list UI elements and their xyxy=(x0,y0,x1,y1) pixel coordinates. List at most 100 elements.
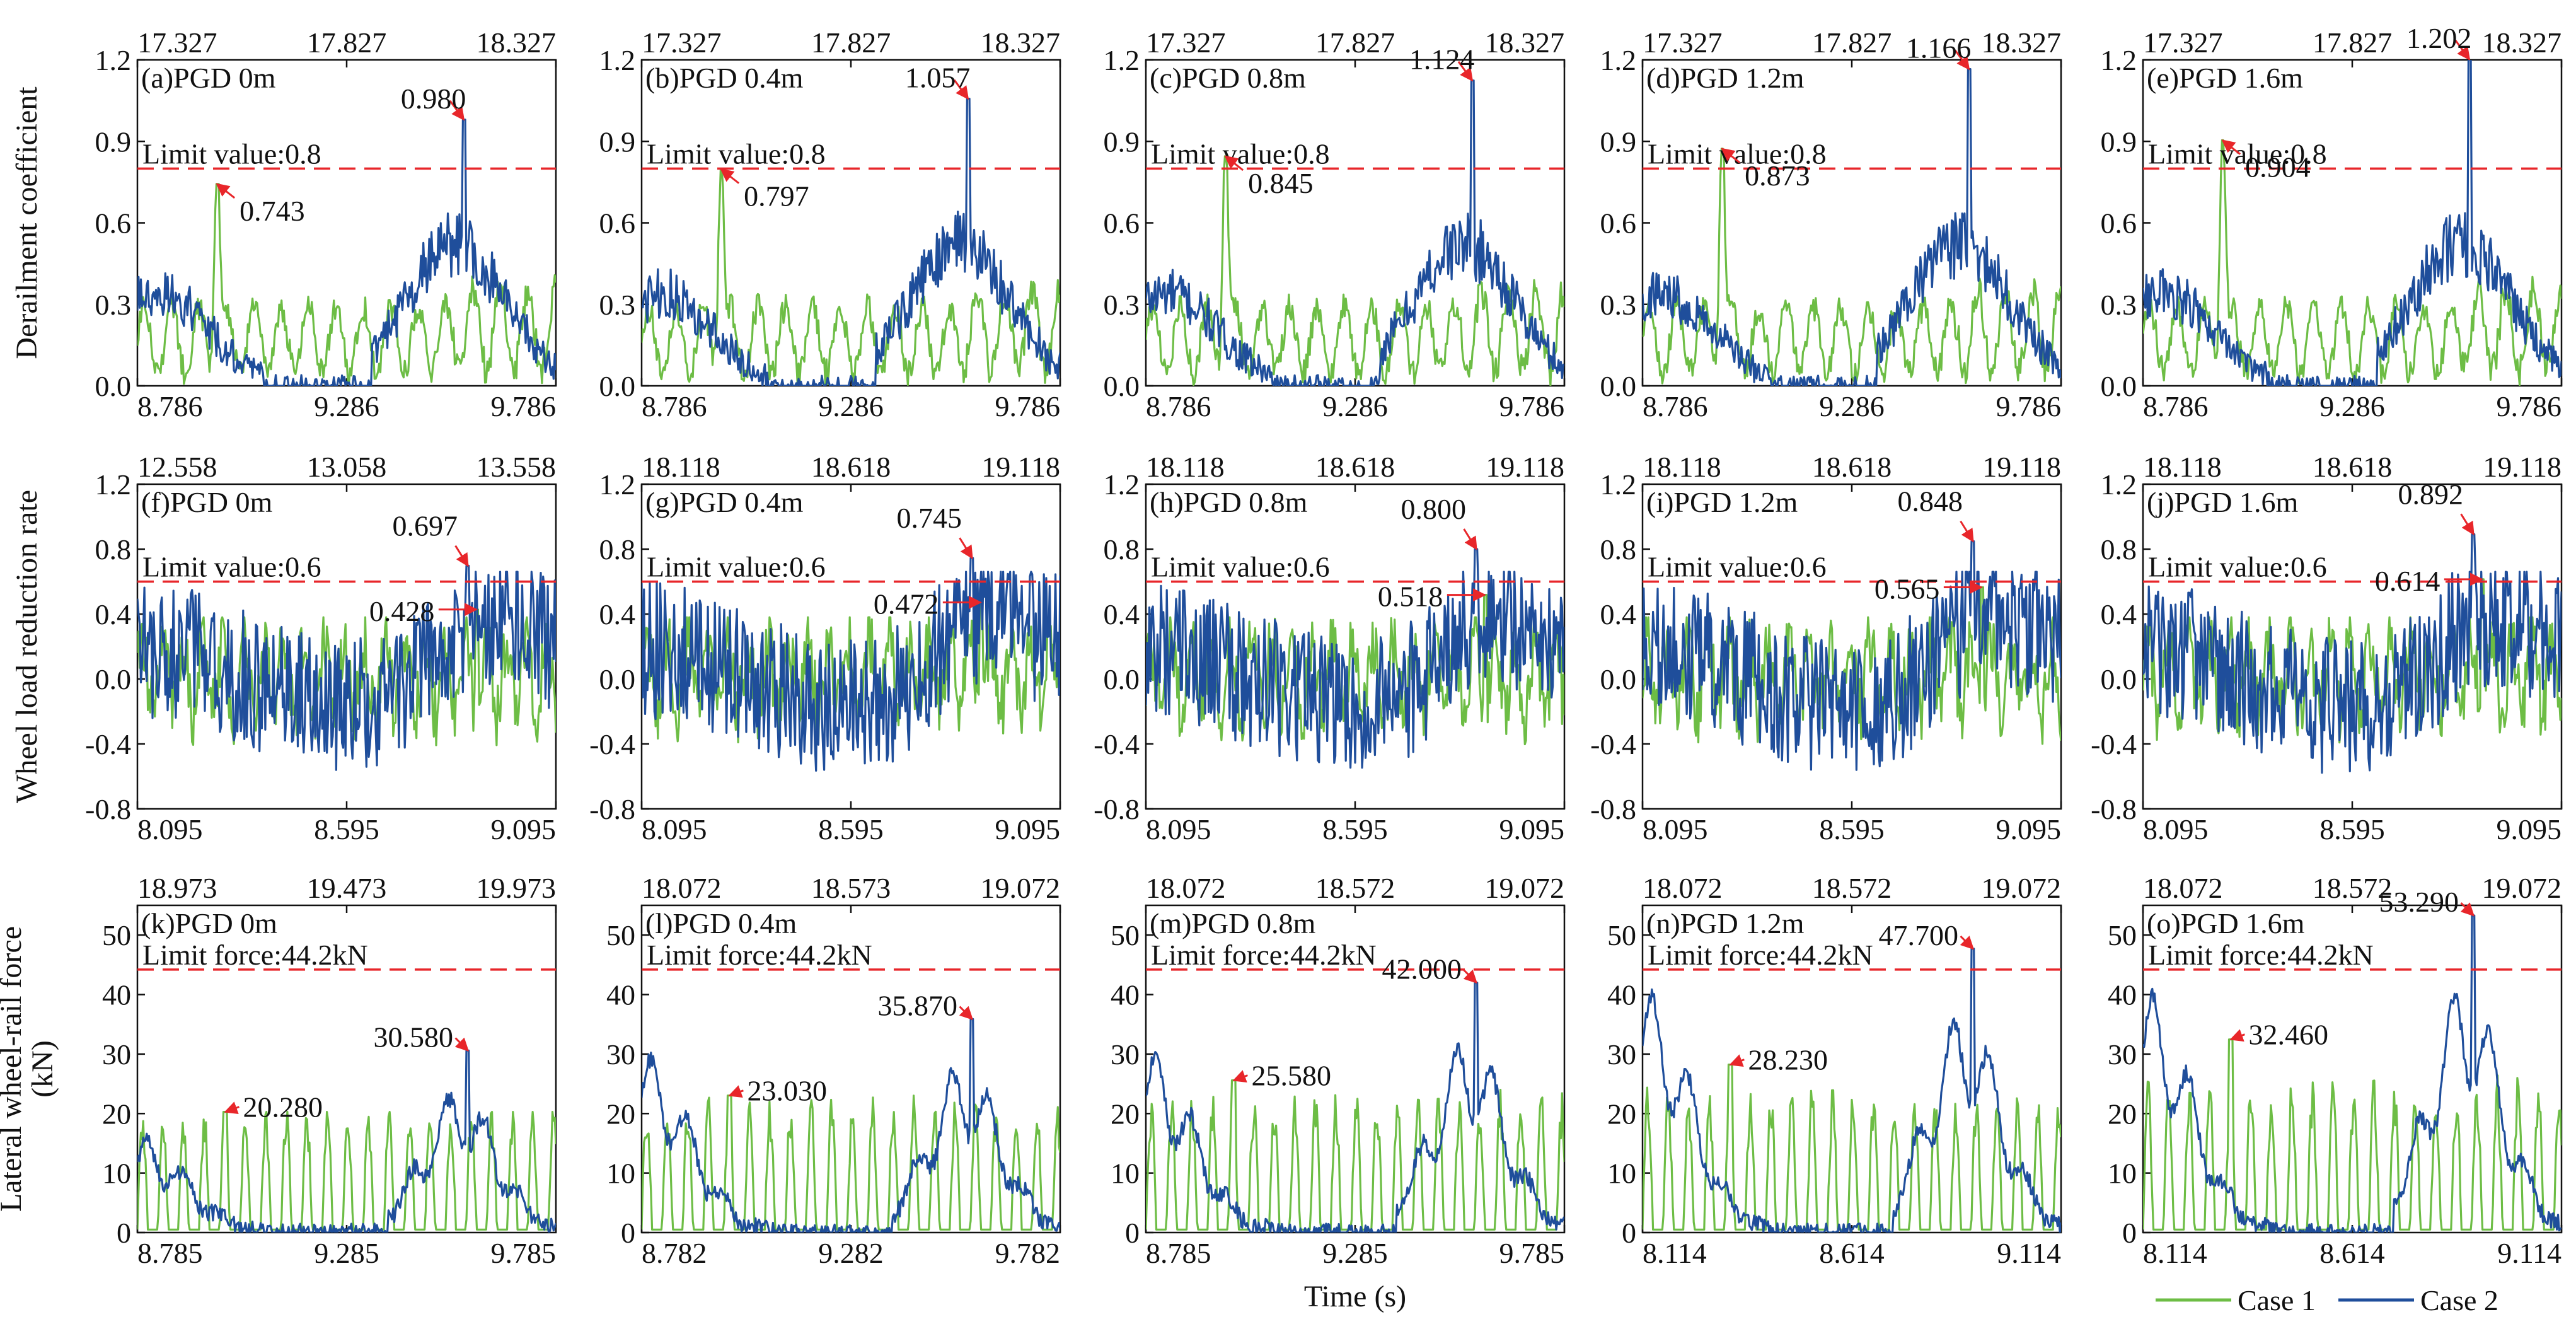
x-tick-label: 9.786 xyxy=(995,390,1061,422)
top-x-tick-label: 17.327 xyxy=(642,26,722,59)
panel-h: -0.8 -0.4 0.0 0.4 0.8 1.2 8.095 18.118 8.595 18.6… xyxy=(1094,451,1566,845)
y-axis-label-row-2: Wheel load reduction rate xyxy=(10,490,43,803)
x-tick-label: 8.114 xyxy=(2143,1237,2207,1269)
y-tick-label: 50 xyxy=(1607,919,1636,951)
peak-arrow-case2 xyxy=(449,100,465,121)
top-x-tick-label: 12.558 xyxy=(137,451,217,483)
y-tick-label: 0.4 xyxy=(95,598,132,630)
y-tick-label: 10 xyxy=(2108,1158,2137,1190)
panel-i: -0.8 -0.4 0.0 0.4 0.8 1.2 8.095 18.118 8.595 18.6… xyxy=(1590,451,2062,845)
y-tick-label: 20 xyxy=(102,1098,131,1130)
y-tick-label: 1.2 xyxy=(95,468,132,501)
peak-label-case2: 0.745 xyxy=(897,502,962,534)
peak-label-case2: 1.124 xyxy=(1409,44,1475,76)
series-case1-line xyxy=(2143,1038,2562,1231)
peak-arrow-case2 xyxy=(454,1037,470,1052)
y-tick-label: 50 xyxy=(606,919,635,951)
y-tick-label: 0.0 xyxy=(1600,370,1637,402)
y-tick-label: 0.9 xyxy=(1600,125,1637,158)
y-tick-label: 0.6 xyxy=(1104,207,1140,240)
x-tick-label: 8.595 xyxy=(1819,813,1885,845)
panel-e: 0.0 0.3 0.6 0.9 1.2 8.786 17.327 9.286 17.827 9.7… xyxy=(2101,22,2563,422)
x-tick-label: 8.786 xyxy=(1146,390,1211,422)
y-axis-label-row-1: Derailment coefficient xyxy=(10,86,43,359)
top-x-tick-label: 18.072 xyxy=(642,872,722,904)
x-tick-label: 8.595 xyxy=(1322,813,1388,845)
panel-title: (e)PGD 1.6m xyxy=(2147,62,2303,94)
y-tick-label: 0.0 xyxy=(1600,663,1637,695)
legend-label-2: Case 2 xyxy=(2420,1284,2498,1316)
x-tick-label: 8.785 xyxy=(1146,1237,1211,1269)
y-tick-label: 30 xyxy=(2108,1038,2137,1071)
peak-label-case2: 30.580 xyxy=(374,1021,454,1053)
limit-label: Limit value:0.8 xyxy=(142,137,321,170)
limit-label: Limit value:0.8 xyxy=(2148,137,2327,170)
y-tick-label: 0.0 xyxy=(1104,370,1140,402)
y-tick-label: -0.4 xyxy=(1094,728,1140,760)
peak-label-case1: 23.030 xyxy=(747,1075,827,1107)
x-tick-label: 9.285 xyxy=(314,1237,379,1269)
peak-arrow-case2 xyxy=(1457,61,1474,82)
panel-n: 0 10 20 30 40 50 8.114 18.072 8.614 18.572 9.114 19… xyxy=(1607,872,2062,1269)
x-tick-label: 9.286 xyxy=(314,390,379,422)
peak-label-case2: 35.870 xyxy=(878,990,958,1022)
peak-arrow-case2 xyxy=(1463,528,1477,550)
series-case2-line xyxy=(1643,68,2061,386)
peak-arrow-case2 xyxy=(959,537,973,559)
y-tick-label: 0.6 xyxy=(2101,207,2137,240)
panel-a: 0.0 0.3 0.6 0.9 1.2 8.786 17.327 9.286 17.827 9.7… xyxy=(95,26,557,422)
y-tick-label: 0 xyxy=(117,1217,131,1249)
peak-arrow-case2 xyxy=(953,79,969,100)
panel-b: 0.0 0.3 0.6 0.9 1.2 8.786 17.327 9.286 17.827 9.7… xyxy=(599,26,1061,422)
y-tick-label: 0.6 xyxy=(1600,207,1637,240)
series-case2-line xyxy=(2143,914,2562,1233)
panel-l: 0 10 20 30 40 50 8.782 18.072 9.282 18.573 9.782 19… xyxy=(606,872,1061,1269)
top-x-tick-label: 18.118 xyxy=(2143,451,2222,483)
peak-label-case1: 0.472 xyxy=(874,588,939,620)
peak-label-case2: 0.892 xyxy=(2398,478,2464,510)
y-tick-label: 30 xyxy=(1607,1038,1636,1071)
peak-arrow-case2 xyxy=(1954,49,1970,71)
panel-o: 0 10 20 30 40 50 8.114 18.072 8.614 18.572 9.114 19… xyxy=(2108,872,2563,1269)
x-tick-label: 9.095 xyxy=(491,813,557,845)
top-x-tick-label: 19.118 xyxy=(1982,451,2061,483)
series-case2-line xyxy=(1146,548,1564,769)
series-case1-line xyxy=(2143,139,2562,386)
y-tick-label: 0.0 xyxy=(599,663,636,695)
top-x-tick-label: 18.072 xyxy=(2143,872,2223,904)
peak-arrow-case2 xyxy=(454,545,469,567)
peak-label-case1: 32.460 xyxy=(2248,1019,2328,1051)
y-tick-label: 0.0 xyxy=(599,370,636,402)
panel-j: -0.8 -0.4 0.0 0.4 0.8 1.2 8.095 18.118 8.595 18.6… xyxy=(2091,451,2563,845)
top-x-tick-label: 18.327 xyxy=(981,26,1061,59)
peak-label-case1: 0.518 xyxy=(1378,581,1443,613)
limit-label: Limit value:0.6 xyxy=(2148,551,2327,583)
y-tick-label: 30 xyxy=(1111,1038,1140,1071)
legend-label-1: Case 1 xyxy=(2238,1284,2316,1316)
y-tick-label: 50 xyxy=(1111,919,1140,951)
y-tick-label: 0.0 xyxy=(95,370,132,402)
y-tick-label: 50 xyxy=(102,919,131,951)
panel-d: 0.0 0.3 0.6 0.9 1.2 8.786 17.327 9.286 17.827 9.7… xyxy=(1600,26,2062,422)
y-tick-label: 20 xyxy=(2108,1098,2137,1130)
y-tick-label: -0.4 xyxy=(1590,728,1636,760)
y-tick-label: 40 xyxy=(1607,979,1636,1011)
y-tick-label: -0.4 xyxy=(85,728,131,760)
y-tick-label: -0.8 xyxy=(85,793,131,825)
y-tick-label: -0.8 xyxy=(589,793,635,825)
y-tick-label: 40 xyxy=(2108,979,2137,1011)
y-tick-label: 0.4 xyxy=(599,598,636,630)
top-x-tick-label: 19.072 xyxy=(2482,872,2562,904)
y-axis-label-row-3: Lateral wheel-rail force xyxy=(0,926,28,1212)
peak-arrow-case1 xyxy=(2221,139,2241,155)
y-tick-label: 0 xyxy=(1622,1217,1636,1249)
y-tick-label: -0.8 xyxy=(1094,793,1140,825)
top-x-tick-label: 18.572 xyxy=(1812,872,1892,904)
peak-arrow-case1 xyxy=(728,1085,744,1098)
top-x-tick-label: 18.327 xyxy=(1485,26,1565,59)
x-tick-label: 8.786 xyxy=(2143,390,2209,422)
peak-label-case1: 0.743 xyxy=(240,195,305,227)
chart-panels: 0.0 0.3 0.6 0.9 1.2 8.786 17.327 9.286 17.827 9.7… xyxy=(85,22,2563,1269)
panel-title: (n)PGD 1.2m xyxy=(1646,907,1805,939)
